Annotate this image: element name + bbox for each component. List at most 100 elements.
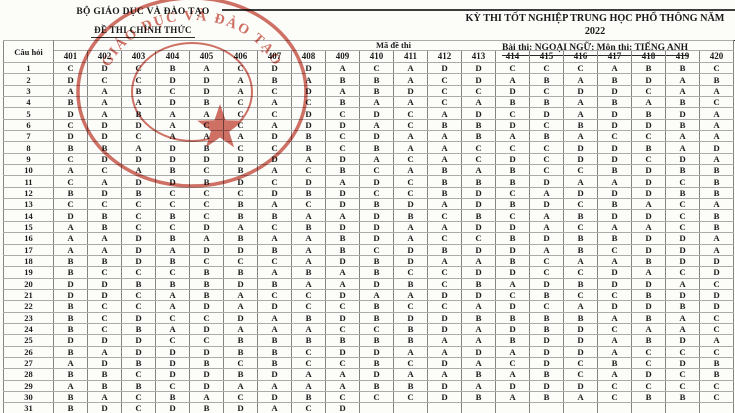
answer-cell [597, 402, 632, 413]
answer-cell: D [223, 311, 258, 324]
answer-cell: C [257, 288, 292, 302]
answer-cell: A [325, 209, 360, 222]
answer-cell: D [359, 130, 394, 143]
answer-cell: B [563, 232, 598, 245]
answer-cell: C [223, 118, 258, 132]
answer-cell: C [699, 277, 734, 290]
answer-cell: D [393, 254, 428, 268]
answer-cell: D [291, 61, 326, 75]
answer-cell: B [393, 334, 428, 347]
answer-cell: D [155, 368, 190, 381]
answer-cell: A [597, 311, 632, 324]
answer-cell: B [665, 96, 700, 109]
exam-code-header: 401 [53, 50, 88, 63]
answer-cell: C [121, 220, 156, 234]
answer-cell: A [223, 322, 258, 336]
question-number-cell: 12 [3, 186, 54, 200]
answer-cell: D [563, 152, 598, 166]
answer-cell: B [529, 311, 564, 324]
exam-code-header: 406 [223, 50, 258, 63]
answer-cell: C [631, 152, 666, 166]
answer-cell: D [189, 73, 224, 86]
answer-cell: C [597, 390, 632, 404]
answer-cell: C [155, 266, 190, 279]
answer-cell: D [87, 334, 122, 347]
answer-cell: D [495, 379, 530, 392]
answer-cell: B [121, 322, 156, 336]
answer-cell: B [563, 243, 598, 256]
answer-cell: A [393, 220, 428, 234]
answer-cell: B [359, 300, 394, 313]
question-number-cell: 18 [3, 254, 54, 268]
table-row: 30 B A C B A C D B C C C D B A B A C B B C [3, 390, 734, 404]
exam-code-header: 408 [291, 50, 326, 63]
answer-cell: A [223, 220, 258, 234]
answer-cell: A [597, 345, 632, 358]
answer-cell: A [291, 243, 326, 256]
top-rule [222, 9, 735, 11]
answer-cell: D [631, 73, 666, 86]
answer-cell: C [325, 356, 360, 370]
answer-cell: B [53, 186, 88, 200]
answer-cell: C [529, 84, 564, 98]
answer-cell: B [291, 130, 326, 143]
answer-cell: B [53, 311, 88, 324]
answer-cell: D [461, 107, 496, 120]
answer-cell: A [291, 232, 326, 245]
answer-cell: B [665, 300, 700, 313]
answer-cell: D [189, 300, 224, 313]
answer-cell: A [325, 368, 360, 381]
answer-cell: C [665, 379, 700, 392]
answer-cell: A [597, 368, 632, 381]
answer-cell: B [87, 254, 122, 268]
exam-code-header: 416 [563, 50, 598, 63]
exam-code-header: 412 [427, 50, 462, 63]
answer-cell: C [155, 84, 190, 98]
answer-cell: A [291, 152, 326, 166]
answer-cell: C [121, 73, 156, 86]
answer-cell: D [291, 175, 326, 188]
answer-cell: D [597, 84, 632, 98]
answer-cell: A [257, 266, 292, 279]
answer-cell: A [665, 73, 700, 86]
answer-cell: A [359, 152, 394, 166]
exam-code-header: 409 [325, 50, 360, 63]
answer-cell: C [325, 322, 360, 336]
table-row: 31 B D C D B D A C D [3, 402, 734, 413]
answer-cell: A [427, 107, 462, 120]
question-number-cell: 2 [3, 73, 54, 86]
answer-cell: B [495, 96, 530, 109]
answer-cell: C [155, 186, 190, 200]
answer-cell: C [563, 61, 598, 75]
answer-cell: D [189, 152, 224, 166]
answer-cell: C [257, 141, 292, 154]
answer-cell: D [87, 130, 122, 143]
answer-cell: D [597, 107, 632, 120]
answer-cell: B [291, 266, 326, 279]
answer-cell [427, 402, 462, 413]
answer-cell: D [155, 356, 190, 370]
answer-cell: C [495, 356, 530, 370]
answer-cell: B [325, 232, 360, 245]
answer-cell: A [393, 368, 428, 381]
answer-cell: A [155, 288, 190, 302]
answer-cell: D [257, 186, 292, 200]
answer-cell: C [121, 390, 156, 404]
exam-code-header: 405 [189, 50, 224, 63]
answer-cell: A [257, 198, 292, 211]
answer-cell: C [393, 175, 428, 188]
question-number-cell: 6 [3, 118, 54, 132]
answer-cell: A [427, 198, 462, 211]
answer-cell: A [461, 96, 496, 109]
answer-cell: A [665, 130, 700, 143]
answer-cell: A [563, 175, 598, 188]
answer-cell: D [121, 118, 156, 132]
answer-cell: C [563, 288, 598, 302]
answer-cell: D [495, 220, 530, 234]
exam-code-header: 402 [87, 50, 122, 63]
answer-cell: A [223, 73, 258, 86]
answer-cell: C [393, 356, 428, 370]
answer-cell: B [597, 356, 632, 370]
